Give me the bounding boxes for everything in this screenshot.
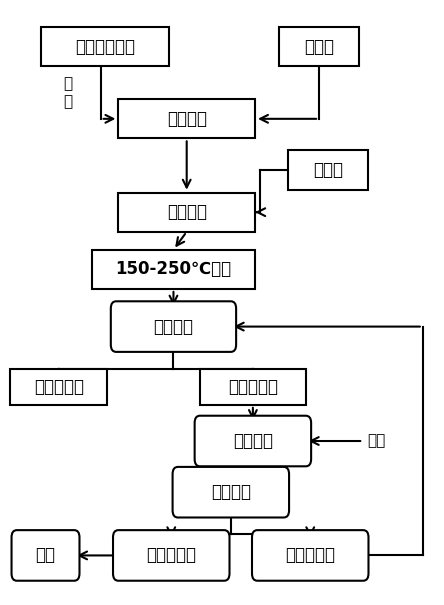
Text: 固液分离: 固液分离 bbox=[211, 483, 251, 501]
FancyBboxPatch shape bbox=[173, 467, 289, 517]
FancyBboxPatch shape bbox=[200, 368, 306, 405]
Text: 搅拌混合: 搅拌混合 bbox=[166, 110, 207, 128]
Text: 二段浸出渣: 二段浸出渣 bbox=[146, 546, 196, 564]
FancyBboxPatch shape bbox=[279, 27, 359, 66]
FancyBboxPatch shape bbox=[288, 151, 368, 189]
Text: 一段浸出渣: 一段浸出渣 bbox=[228, 378, 278, 396]
Text: 加水: 加水 bbox=[368, 434, 386, 448]
Text: 粉
碎: 粉 碎 bbox=[63, 76, 72, 109]
Text: 浓硫酸: 浓硫酸 bbox=[304, 38, 334, 56]
Text: 二段浸出液: 二段浸出液 bbox=[285, 546, 335, 564]
FancyBboxPatch shape bbox=[10, 368, 107, 405]
FancyBboxPatch shape bbox=[41, 27, 169, 66]
Text: 搅拌混合: 搅拌混合 bbox=[166, 203, 207, 221]
Text: 一段浸出液: 一段浸出液 bbox=[34, 378, 84, 396]
Text: 150-250℃炭化: 150-250℃炭化 bbox=[115, 260, 231, 278]
Text: 二段浸取: 二段浸取 bbox=[233, 432, 273, 450]
Text: 引发剂: 引发剂 bbox=[313, 161, 343, 179]
Text: 制砖: 制砖 bbox=[36, 546, 56, 564]
FancyBboxPatch shape bbox=[194, 416, 311, 466]
FancyBboxPatch shape bbox=[252, 530, 369, 581]
FancyBboxPatch shape bbox=[118, 99, 255, 139]
Text: 一段浸取: 一段浸取 bbox=[154, 318, 194, 336]
FancyBboxPatch shape bbox=[12, 530, 79, 581]
Text: 高硅含钒石煤: 高硅含钒石煤 bbox=[75, 38, 135, 56]
FancyBboxPatch shape bbox=[111, 301, 236, 352]
FancyBboxPatch shape bbox=[118, 192, 255, 232]
FancyBboxPatch shape bbox=[92, 250, 255, 289]
FancyBboxPatch shape bbox=[113, 530, 230, 581]
